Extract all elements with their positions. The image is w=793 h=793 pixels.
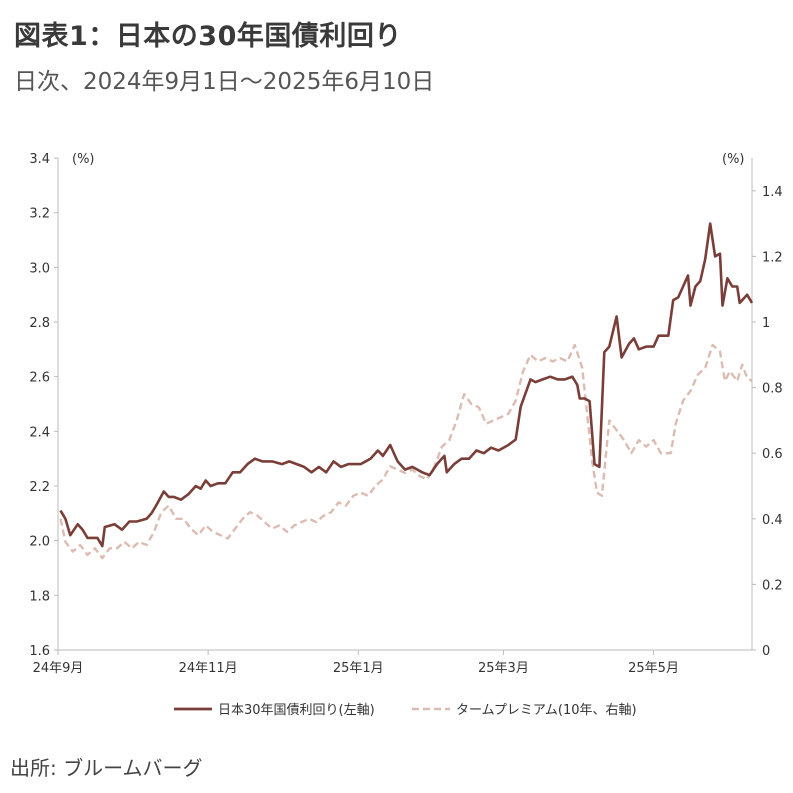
x-tick-label: 24年11月 <box>179 661 238 676</box>
right-tick-label: 1 <box>762 316 770 331</box>
left-tick-label: 2.6 <box>29 371 50 386</box>
right-tick-label: 0.6 <box>762 447 783 462</box>
right-unit-label: (%) <box>722 152 745 167</box>
legend-item-term-premium-label: タームプレミアム(10年、右軸) <box>456 703 637 718</box>
left-tick-label: 1.8 <box>29 589 50 604</box>
x-tick-label: 24年9月 <box>33 661 84 676</box>
left-tick-label: 2.0 <box>29 535 50 550</box>
chart-subtitle: 日次、2024年9月1日～2025年6月10日 <box>14 69 435 95</box>
chart-source: 出所: ブルームバーグ <box>10 756 203 780</box>
left-tick-label: 2.2 <box>29 480 50 495</box>
series-line-jgb30 <box>59 222 754 548</box>
right-tick-label: 0.4 <box>762 513 783 528</box>
left-tick-label: 1.6 <box>29 644 50 659</box>
x-tick-label: 25年1月 <box>333 661 384 676</box>
right-tick-label: 0.8 <box>762 382 783 397</box>
right-tick-label: 0 <box>762 644 770 659</box>
left-unit-label: (%) <box>72 152 95 167</box>
chart-legend: 日本30年国債利回り(左軸) タームプレミアム(10年、右軸) <box>174 703 637 718</box>
x-tick-label: 25年3月 <box>478 661 529 676</box>
right-tick-label: 0.2 <box>762 578 783 593</box>
right-tick-label: 1.2 <box>762 250 783 265</box>
series-line-term-premium <box>59 343 753 560</box>
left-tick-label: 3.0 <box>29 261 50 276</box>
series-layer <box>59 222 754 560</box>
legend-item-jgb30-label: 日本30年国債利回り(左軸) <box>218 703 375 718</box>
x-tick-label: 25年5月 <box>628 661 679 676</box>
left-tick-label: 3.2 <box>29 207 50 222</box>
left-tick-label: 3.4 <box>29 152 50 167</box>
left-tick-label: 2.8 <box>29 316 50 331</box>
right-tick-label: 1.4 <box>762 185 783 200</box>
chart-axes: 1.6 1.8 2.0 2.2 2.4 2.6 2.8 3.0 3.2 3.4 0 0.2 0.4 0.6… <box>29 152 782 676</box>
chart-title: 図表1：日本の30年国債利回り <box>14 21 402 52</box>
left-tick-label: 2.4 <box>29 425 50 440</box>
